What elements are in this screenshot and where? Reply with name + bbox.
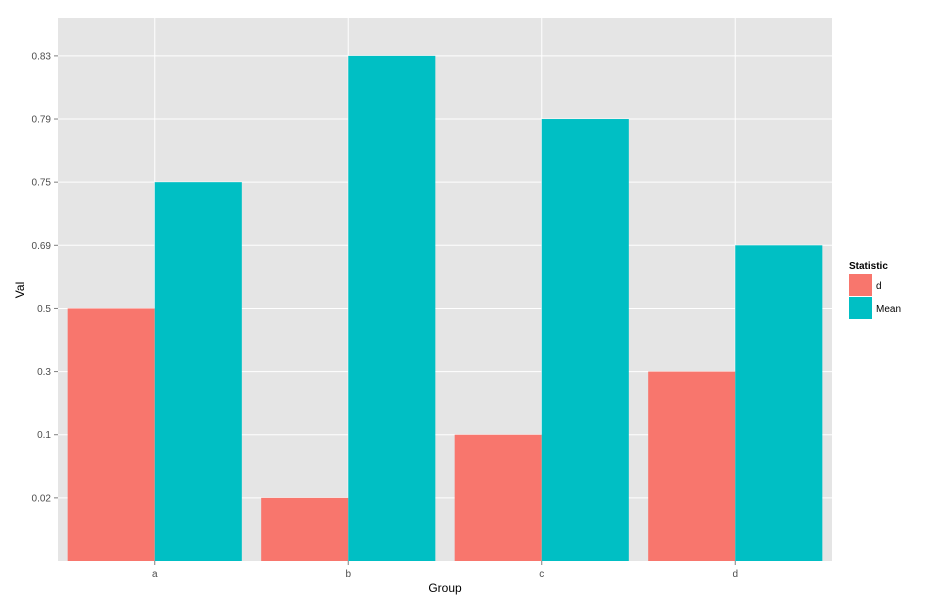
y-tick-label: 0.5	[37, 304, 51, 315]
y-tick-label: 0.83	[32, 51, 52, 62]
legend-key-d	[849, 274, 872, 296]
legend-label: d	[876, 281, 882, 292]
legend: Statistic d Mean	[849, 261, 901, 319]
y-tick-label: 0.79	[32, 115, 52, 126]
legend-label: Mean	[876, 304, 901, 315]
x-tick-label: b	[345, 569, 351, 580]
x-tick-label: c	[539, 569, 544, 580]
x-tick-label: a	[152, 569, 158, 580]
bar-mean-c	[541, 119, 629, 561]
y-tick-label: 0.1	[37, 430, 51, 441]
y-tick-label: 0.75	[32, 178, 52, 189]
x-axis-ticks: a b c d	[152, 561, 738, 580]
y-tick-label: 0.69	[32, 241, 52, 252]
legend-key-mean	[849, 297, 872, 319]
x-axis-title: Group	[428, 581, 462, 595]
bar-mean-d	[735, 245, 823, 562]
bar-d-b	[261, 497, 349, 561]
legend-title: Statistic	[849, 261, 888, 272]
bar-mean-b	[348, 55, 436, 561]
y-axis-ticks: 0.02 0.1 0.3 0.5 0.69 0.75 0.79 0.83	[32, 51, 58, 504]
bar-d-c	[454, 434, 542, 561]
bar-d-a	[67, 308, 155, 561]
y-tick-label: 0.3	[37, 367, 51, 378]
y-tick-label: 0.02	[32, 493, 52, 504]
bar-mean-a	[154, 182, 242, 562]
y-axis-title: Val	[13, 282, 27, 298]
bars	[67, 55, 823, 562]
bar-d-d	[648, 371, 736, 561]
legend-items: d Mean	[849, 274, 901, 319]
x-tick-label: d	[732, 569, 738, 580]
